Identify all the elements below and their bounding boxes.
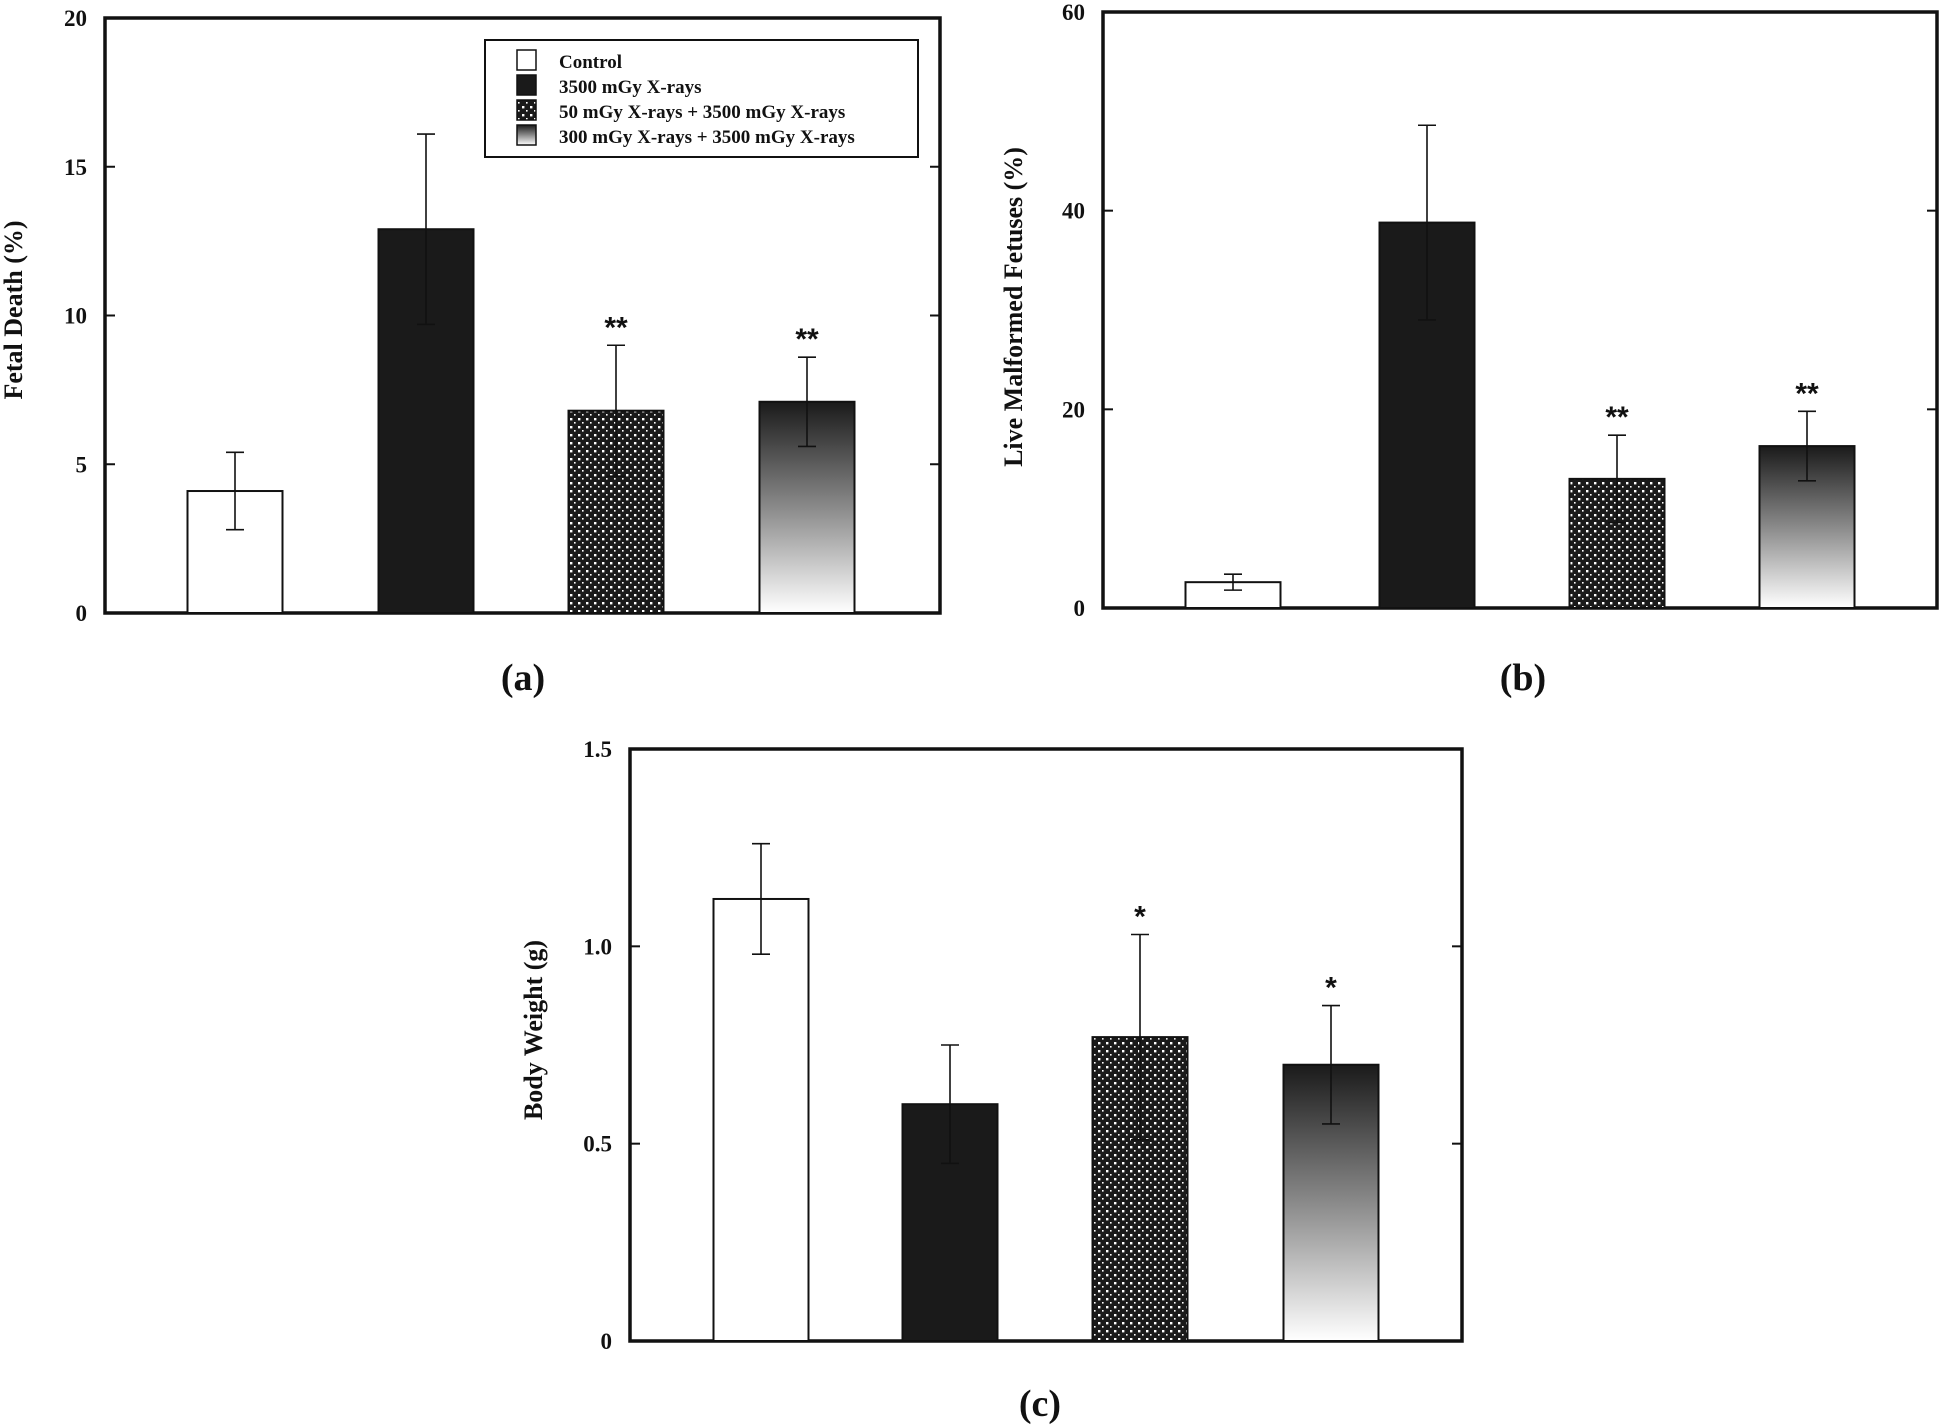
panel-b-chart: 0 20 40 60 ** ** (b) Live Malformed Fetuses (… xyxy=(999,0,1937,699)
panel-c-ylabel: Body Weight (g) xyxy=(519,940,548,1120)
panel-b-label: (b) xyxy=(1500,657,1546,699)
legend-swatch-3500 xyxy=(517,75,536,95)
panel-a-chart: 0 5 10 15 20 ** ** (a) Fetal Death (%) Control… xyxy=(0,6,940,699)
panel-c-bar xyxy=(714,899,809,1341)
panel-a-ytick-label: 15 xyxy=(64,155,87,180)
legend-label-50: 50 mGy X-rays + 3500 mGy X-rays xyxy=(559,102,845,123)
legend-label-300: 300 mGy X-rays + 3500 mGy X-rays xyxy=(559,127,855,148)
panel-c-ytick-label: 0 xyxy=(601,1329,613,1354)
panel-a-ytick-label: 20 xyxy=(64,6,87,31)
panel-a-ytick-label: 0 xyxy=(76,601,88,626)
panel-b-ytick-label: 0 xyxy=(1074,596,1086,621)
panel-b-ytick-label: 40 xyxy=(1062,199,1085,224)
panel-a-significance: ** xyxy=(604,311,628,344)
panel-b-significance: ** xyxy=(1795,377,1819,410)
panel-b-ytick-label: 20 xyxy=(1062,397,1085,422)
figure: 05101520** ** (a) Fetal Death (%) Control… xyxy=(0,0,1940,1426)
panel-c-significance: * xyxy=(1134,900,1146,933)
legend-swatch-300 xyxy=(517,125,536,145)
panel-a-ylabel: Fetal Death (%) xyxy=(0,220,28,399)
panel-a-ytick-label: 10 xyxy=(64,304,87,329)
panel-c-chart: 0 0.5 1.0 1.5 * * (c) Body Weight (g) xyxy=(519,737,1462,1425)
panel-c-ytick-label: 1.0 xyxy=(583,934,612,959)
legend-label-control: Control xyxy=(559,52,622,73)
legend: Control 3500 mGy X-rays 50 mGy X-rays + … xyxy=(485,40,918,157)
panel-c-significance: * xyxy=(1325,972,1337,1005)
panel-b-significance: ** xyxy=(1605,401,1629,434)
panel-c-ytick-label: 0.5 xyxy=(583,1132,612,1157)
panel-a-significance: ** xyxy=(795,323,819,356)
panel-b-marks: 0 20 40 60 ** ** xyxy=(1062,0,1937,621)
panel-c-ytick-label: 1.5 xyxy=(583,737,612,762)
panel-a-label: (a) xyxy=(501,657,545,699)
legend-label-3500: 3500 mGy X-rays xyxy=(559,77,701,98)
legend-swatch-50 xyxy=(517,100,536,120)
panel-b-ytick-label: 60 xyxy=(1062,0,1085,25)
panel-c-marks: 0 0.5 1.0 1.5 * * xyxy=(583,737,1462,1354)
panel-b-ylabel: Live Malformed Fetuses (%) xyxy=(999,147,1028,467)
panel-a-ytick-label: 5 xyxy=(76,452,88,477)
legend-swatch-control xyxy=(517,50,536,70)
panel-c-label: (c) xyxy=(1019,1383,1061,1425)
